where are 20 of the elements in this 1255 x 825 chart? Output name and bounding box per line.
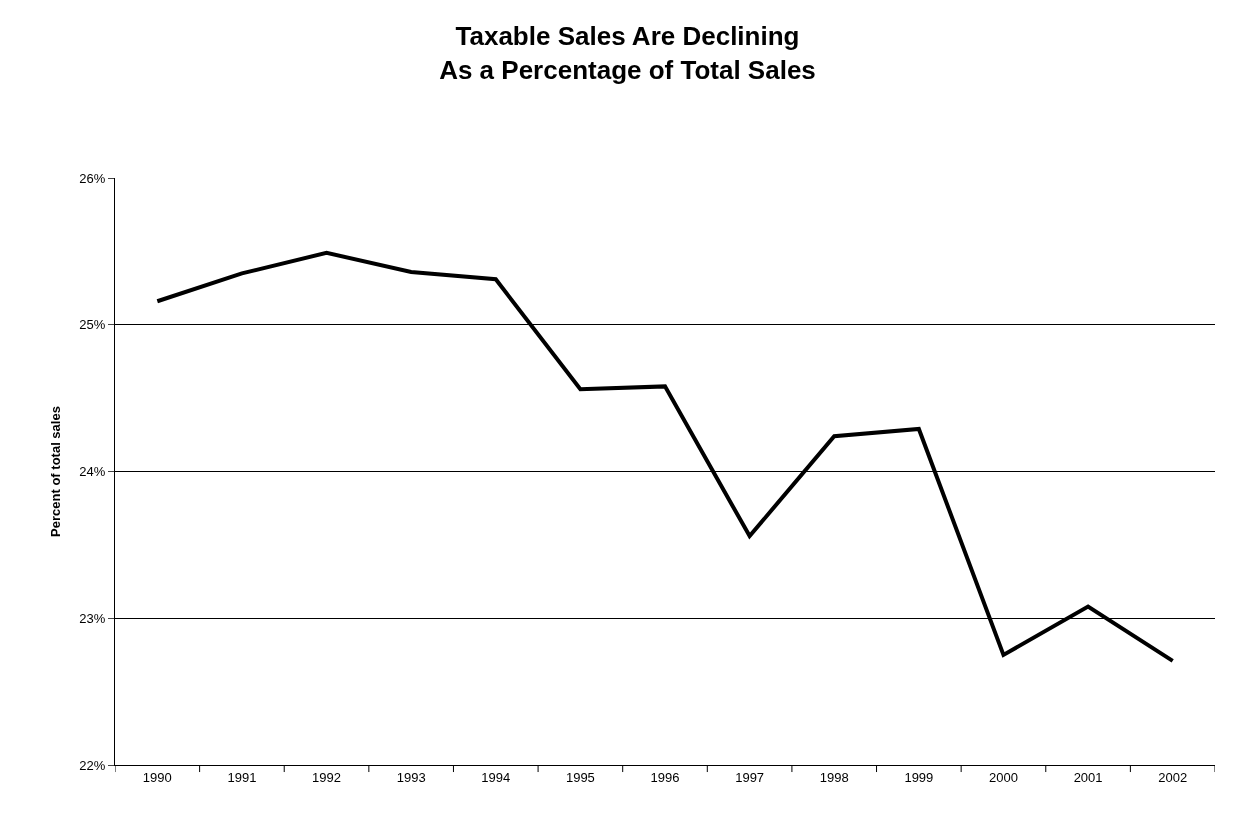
- x-tick-label: 1995: [565, 769, 595, 785]
- x-tick-label: 1997: [735, 769, 765, 785]
- x-tick-label: 2001: [1073, 769, 1103, 785]
- y-axis-title: Percent of total sales: [48, 406, 64, 537]
- chart-title: Taxable Sales Are Declining As a Percentage of Total Sales: [439, 21, 816, 86]
- x-tick-label: 1998: [819, 769, 849, 785]
- x-tick-label: 1996: [650, 769, 680, 785]
- y-tick-label: 25%: [79, 317, 106, 333]
- y-tick-label: 23%: [79, 610, 106, 626]
- x-tick-label: 1993: [396, 769, 426, 785]
- x-tick-label: 1990: [142, 769, 172, 785]
- y-tick-label: 22%: [79, 757, 106, 773]
- x-tick-label: 2000: [989, 769, 1018, 785]
- x-tick-label: 2002: [1158, 769, 1188, 785]
- x-tick-label: 1999: [904, 769, 934, 785]
- x-tick-label: 1992: [312, 769, 341, 785]
- x-tick-label: 1994: [481, 769, 511, 785]
- y-tick-label: 26%: [79, 170, 106, 186]
- x-tick-label: 1991: [227, 769, 257, 785]
- y-tick-label: 24%: [79, 464, 106, 480]
